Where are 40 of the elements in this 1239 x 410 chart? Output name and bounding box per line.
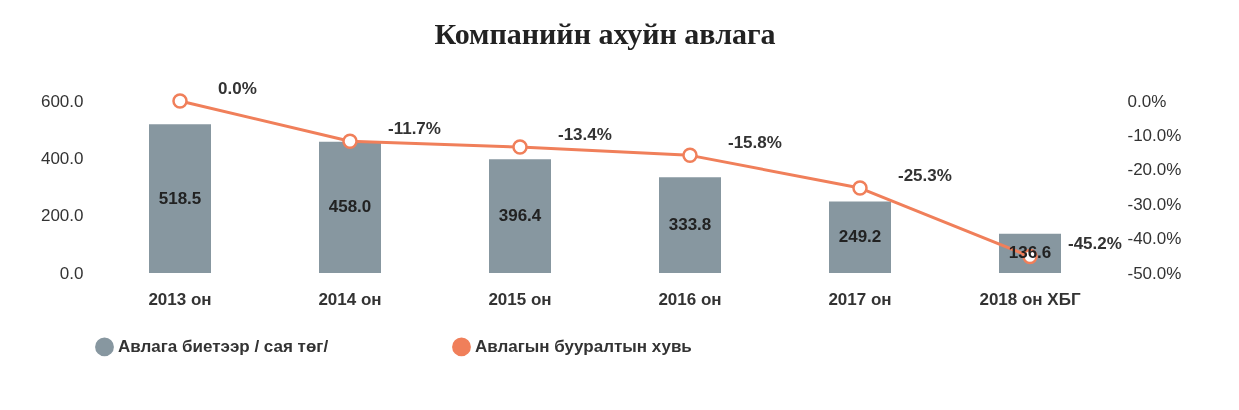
- y2-tick-label: -20.0%: [1127, 160, 1182, 180]
- bar: [659, 177, 721, 273]
- data-label: -11.7%: [388, 119, 441, 139]
- y2-tick-label: -40.0%: [1127, 229, 1182, 249]
- bar: [149, 124, 211, 273]
- x-tick-label: 2013 он: [148, 289, 212, 309]
- data-label: 518.5: [158, 188, 202, 208]
- data-label: 333.8: [668, 215, 712, 235]
- data-label: 396.4: [498, 206, 542, 226]
- data-label: 0.0%: [218, 79, 257, 98]
- point: [682, 147, 698, 164]
- chart-title: Компанийн ахуйн авлага: [434, 17, 776, 50]
- y2-tick-label: -10.0%: [1127, 125, 1182, 145]
- legend-label: Авлага биетээр / сая төг/: [118, 336, 329, 356]
- x-tick-label: 2018 он ХБГ: [979, 289, 1081, 309]
- x-tick-label: 2017 он: [828, 289, 892, 309]
- y-tick-label: 600.0: [40, 91, 84, 111]
- point: [342, 133, 358, 149]
- y-tick-label: 400.0: [40, 148, 84, 168]
- data-label: -15.8%: [728, 133, 782, 153]
- bar: [319, 141, 381, 273]
- point: [172, 93, 188, 109]
- y2-tick-label: -30.0%: [1127, 194, 1182, 214]
- y2-tick-label: -50.0%: [1127, 263, 1182, 283]
- y-tick-label: 0.0: [59, 263, 84, 283]
- y2-tick-label: 0.0%: [1127, 91, 1167, 111]
- point: [852, 180, 868, 196]
- legend-label: Авлагын бууралтын хувь: [475, 336, 692, 356]
- y-tick-label: 200.0: [40, 206, 84, 226]
- data-label: 249.2: [838, 227, 882, 247]
- x-tick-label: 2015 он: [488, 289, 552, 309]
- data-label: -45.2%: [1068, 234, 1122, 254]
- data-label: 458.0: [328, 197, 372, 217]
- bar: [829, 201, 891, 273]
- data-label: -25.3%: [898, 166, 952, 186]
- data-label: -13.4%: [558, 125, 612, 145]
- bar: [489, 159, 551, 273]
- x-tick-label: 2014 он: [318, 289, 382, 309]
- point: [512, 139, 528, 155]
- x-tick-label: 2016 он: [658, 289, 722, 309]
